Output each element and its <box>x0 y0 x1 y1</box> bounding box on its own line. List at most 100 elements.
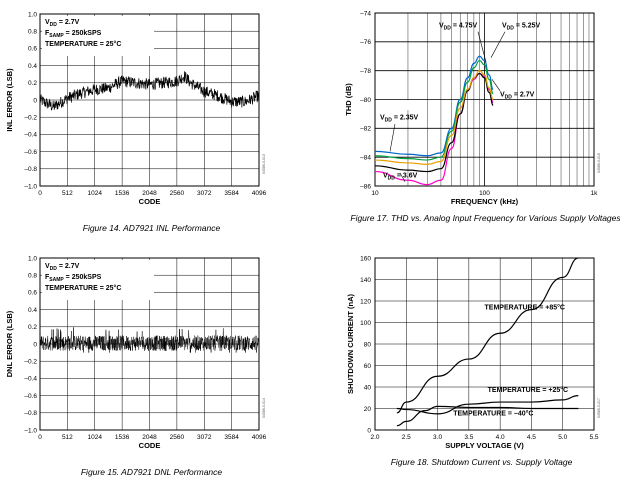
y-tick-label: 160 <box>360 255 371 262</box>
x-tick-label: 1536 <box>115 190 130 197</box>
thd-series-line <box>374 59 494 161</box>
annotation-fsamp: FSAMP = 250kSPS <box>45 274 102 283</box>
x-tick-label: 0 <box>38 190 42 197</box>
y-tick-label: –80 <box>360 97 371 104</box>
chart-inl: 0 512 1024 1536 2048 2560 3072 3584 4096 1.0 0.8 0.… <box>5 11 267 233</box>
plot-frame <box>374 257 595 431</box>
y-tick-label: 0 <box>367 427 371 434</box>
y-tick-label: 0.2 <box>28 324 37 331</box>
thd-series-line <box>374 72 494 173</box>
series-label-minus40c: TEMPERATURE = –40°C <box>453 409 533 417</box>
figure-id: 04586-0-017 <box>597 398 601 418</box>
y-axis-label: SHUTDOWN CURRENT (nA) <box>346 294 355 394</box>
series-label-25c: TEMPERATURE = +25°C <box>488 386 568 394</box>
y-tick-label: 20 <box>364 406 372 413</box>
inl-trace <box>39 71 260 111</box>
x-tick-label: 512 <box>62 190 73 197</box>
y-tick-label: 0.6 <box>28 46 37 53</box>
x-tick-label: 2.0 <box>370 434 379 441</box>
annotation-2-35v: VDD = 2.35V <box>380 115 419 124</box>
shutdown-series-line <box>396 405 579 427</box>
x-tick-label: 1536 <box>115 434 130 441</box>
x-tick-label: 3072 <box>197 434 212 441</box>
x-tick-label: 3.0 <box>433 434 442 441</box>
x-tick-label: 4.0 <box>496 434 505 441</box>
y-tick-label: 120 <box>360 298 371 305</box>
annotation-2-7v: VDD = 2.7V <box>500 92 535 101</box>
figure-caption: Figure 18. Shutdown Current vs. Supply V… <box>391 457 573 467</box>
x-tick-label: 3072 <box>197 190 212 197</box>
x-tick-label: 5.0 <box>558 434 567 441</box>
y-tick-label: 80 <box>364 341 372 348</box>
figure-caption: Figure 15. AD7921 DNL Performance <box>81 467 223 477</box>
x-tick-label: 3.5 <box>464 434 473 441</box>
annotation-temperature: TEMPERATURE = 25°C <box>45 284 121 292</box>
y-tick-label: 0.2 <box>28 80 37 87</box>
y-tick-label: –0.4 <box>24 132 37 139</box>
x-axis-label: CODE <box>139 441 161 450</box>
y-tick-label: 1.0 <box>28 11 37 18</box>
y-tick-label: 0.4 <box>28 63 37 70</box>
x-tick-label: 2048 <box>142 190 157 197</box>
x-axis-label: SUPPLY VOLTAGE (V) <box>445 441 524 450</box>
annotation-arrow <box>399 172 406 182</box>
x-tick-label: 1024 <box>88 434 103 441</box>
y-tick-label: 60 <box>364 363 372 370</box>
shutdown-series-line <box>396 257 579 414</box>
y-tick-label: 1.0 <box>28 255 37 262</box>
y-axis-label: DNL ERROR (LSB) <box>5 310 14 377</box>
annotation-vdd: VDD = 2.7V <box>45 19 80 28</box>
y-tick-label: –0.2 <box>24 359 37 366</box>
y-tick-label: 0 <box>33 97 37 104</box>
y-tick-label: 0.8 <box>28 29 37 36</box>
figure-id: 04586-0-014 <box>262 398 266 418</box>
shutdown-series-line <box>396 395 579 415</box>
annotation-temperature: TEMPERATURE = 25°C <box>45 40 121 48</box>
x-tick-label: 2.5 <box>402 434 411 441</box>
x-tick-label: 4.5 <box>527 434 536 441</box>
annotation-box <box>42 260 154 300</box>
thd-series-line <box>374 70 494 165</box>
y-tick-label: –0.8 <box>24 410 37 417</box>
x-tick-label: 4096 <box>252 190 267 197</box>
y-tick-label: 0.4 <box>28 307 37 314</box>
thd-series-line <box>374 55 494 157</box>
y-tick-label: –76 <box>360 39 371 46</box>
figure-caption: Figure 17. THD vs. Analog Input Frequenc… <box>350 213 620 223</box>
y-tick-label: 0.6 <box>28 290 37 297</box>
x-tick-label: 5.5 <box>589 434 598 441</box>
dnl-trace <box>39 327 260 353</box>
y-tick-label: –1.0 <box>24 427 37 434</box>
y-tick-label: –0.6 <box>24 393 37 400</box>
plot-frame <box>374 12 595 187</box>
x-tick-label: 2560 <box>170 434 185 441</box>
annotation-arrow <box>490 31 506 58</box>
series-label-85c: TEMPERATURE = +85°C <box>485 304 565 312</box>
y-tick-label: –84 <box>360 154 371 161</box>
x-tick-label: 0 <box>38 434 42 441</box>
figure-id: 04586-0-016 <box>597 153 601 173</box>
y-axis-label: INL ERROR (LSB) <box>5 68 14 132</box>
annotation-4-75v: VDD = 4.75V <box>439 22 478 31</box>
annotation-5-25v: VDD = 5.25V <box>502 22 541 31</box>
y-tick-label: 40 <box>364 384 372 391</box>
annotation-arrow <box>491 79 501 92</box>
annotation-arrow <box>389 123 396 152</box>
x-tick-label: 512 <box>62 434 73 441</box>
x-tick-label: 4096 <box>252 434 267 441</box>
x-tick-label: 2560 <box>170 190 185 197</box>
y-tick-label: –74 <box>360 10 371 17</box>
y-tick-label: –0.8 <box>24 166 37 173</box>
x-tick-label: 1k <box>591 190 599 197</box>
x-tick-label: 2048 <box>142 434 157 441</box>
y-tick-label: 140 <box>360 277 371 284</box>
label-bg <box>377 100 425 111</box>
chart-shutdown: 2.0 2.5 3.0 3.5 4.0 4.5 5.0 5.5 0 20 40 60 80 100 120 1… <box>346 255 601 467</box>
y-tick-label: 0 <box>33 341 37 348</box>
chart-dnl: 0 512 1024 1536 2048 2560 3072 3584 4096 1.0 0.8 0.… <box>5 255 267 477</box>
figure-caption: Figure 14. AD7921 INL Performance <box>83 223 221 233</box>
y-axis-label: THD (dB) <box>344 83 353 116</box>
y-tick-label: –0.4 <box>24 376 37 383</box>
x-axis-label: FREQUENCY (kHz) <box>451 197 519 206</box>
